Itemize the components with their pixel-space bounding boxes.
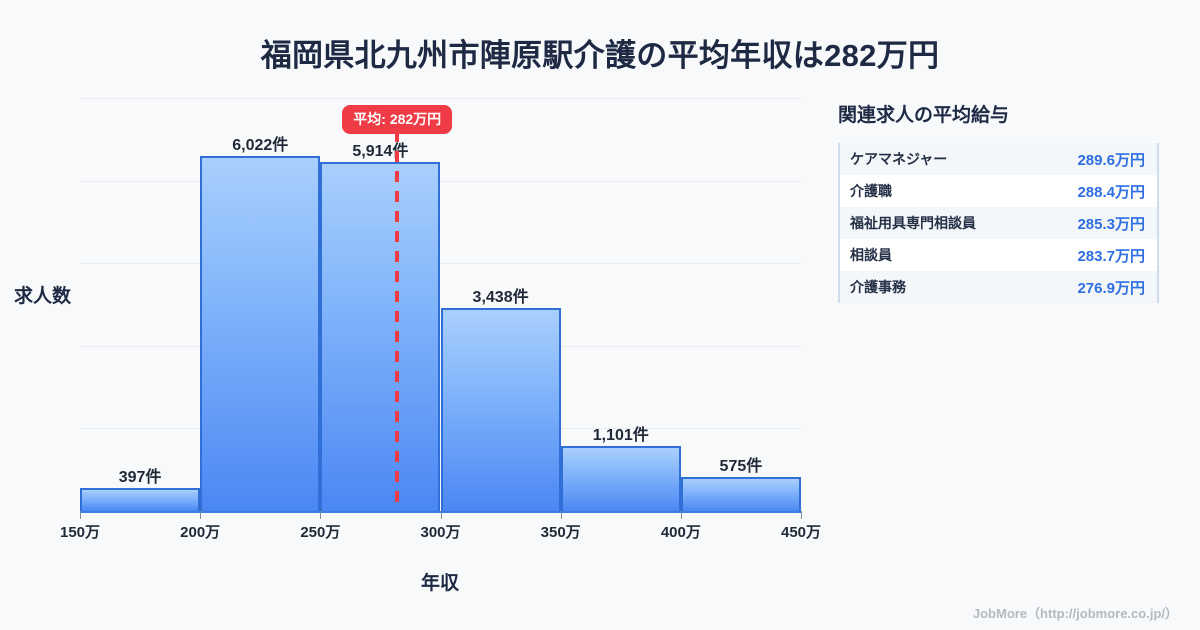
bar-value-label: 6,022件: [232, 136, 289, 154]
histogram-bar[interactable]: [80, 487, 201, 511]
job-title-cell: 相談員: [850, 247, 892, 263]
x-axis-tick-label: 200万: [180, 524, 221, 541]
x-axis-tick: [200, 511, 202, 519]
bar-value-label: 397件: [118, 468, 162, 486]
job-title-cell: 福祉用具専門相談員: [850, 215, 976, 231]
job-title-cell: ケアマネジャー: [850, 151, 948, 167]
job-title-cell: 介護職: [850, 183, 892, 199]
x-axis-tick-label: 250万: [300, 524, 341, 541]
bar-value-label: 1,101件: [592, 427, 649, 445]
salary-value-cell: 289.6万円: [1077, 151, 1145, 169]
page-title: 福岡県北九州市陣原駅介護の平均年収は282万円: [260, 38, 940, 73]
job-title-cell: 介護事務: [850, 279, 906, 295]
average-badge: 平均: 282万円: [342, 105, 453, 134]
salary-value-cell: 283.7万円: [1077, 247, 1145, 265]
x-axis-tick-label: 450万: [780, 524, 822, 541]
salary-value-cell: 276.9万円: [1077, 279, 1145, 297]
x-axis-tick-label: 350万: [540, 524, 581, 541]
histogram-bar[interactable]: [200, 155, 321, 511]
average-line: [395, 131, 400, 511]
bar-value-label: 5,914件: [352, 143, 409, 161]
footer-credit: JobMore（http://jobmore.co.jp/）: [972, 606, 1178, 621]
x-axis-tick: [440, 511, 442, 519]
gridline: [80, 180, 801, 182]
x-axis-tick-label: 300万: [420, 524, 461, 541]
gridline: [80, 263, 801, 265]
x-axis-label: 年収: [420, 573, 459, 594]
x-axis-tick: [680, 511, 682, 519]
histogram-bar[interactable]: [320, 162, 441, 511]
x-axis-tick: [80, 511, 81, 519]
related-salary-title: 関連求人の平均給与: [838, 105, 1010, 126]
salary-value-cell: 288.4万円: [1077, 183, 1145, 201]
x-axis-tick-label: 150万: [59, 524, 101, 541]
x-axis-tick: [320, 511, 322, 519]
bar-value-label: 575件: [719, 458, 763, 476]
bar-value-label: 3,438件: [472, 289, 529, 307]
histogram-bar[interactable]: [560, 446, 681, 511]
salary-value-cell: 285.3万円: [1077, 215, 1145, 233]
related-salary-table: ケアマネジャー 289.6万円介護職 288.4万円福祉用具専門相談員 285.3万円…: [838, 143, 1159, 303]
table-row[interactable]: ケアマネジャー 289.6万円: [840, 143, 1157, 175]
histogram-bar[interactable]: [440, 308, 561, 511]
table-row[interactable]: 相談員 283.7万円: [840, 239, 1157, 271]
x-axis-tick: [560, 511, 562, 519]
table-row[interactable]: 介護事務 276.9万円: [840, 271, 1157, 303]
table-row[interactable]: 福祉用具専門相談員 285.3万円: [840, 207, 1157, 239]
related-salary-panel: 関連求人の平均給与 ケアマネジャー 289.6万円介護職 288.4万円福祉用具専門…: [838, 100, 1168, 303]
x-axis-tick-label: 400万: [660, 524, 701, 541]
histogram-bar[interactable]: [680, 477, 801, 511]
table-row[interactable]: 介護職 288.4万円: [840, 175, 1157, 207]
x-axis-tick: [801, 511, 802, 519]
y-axis-label: 求人数: [14, 286, 72, 307]
gridline: [80, 98, 801, 99]
